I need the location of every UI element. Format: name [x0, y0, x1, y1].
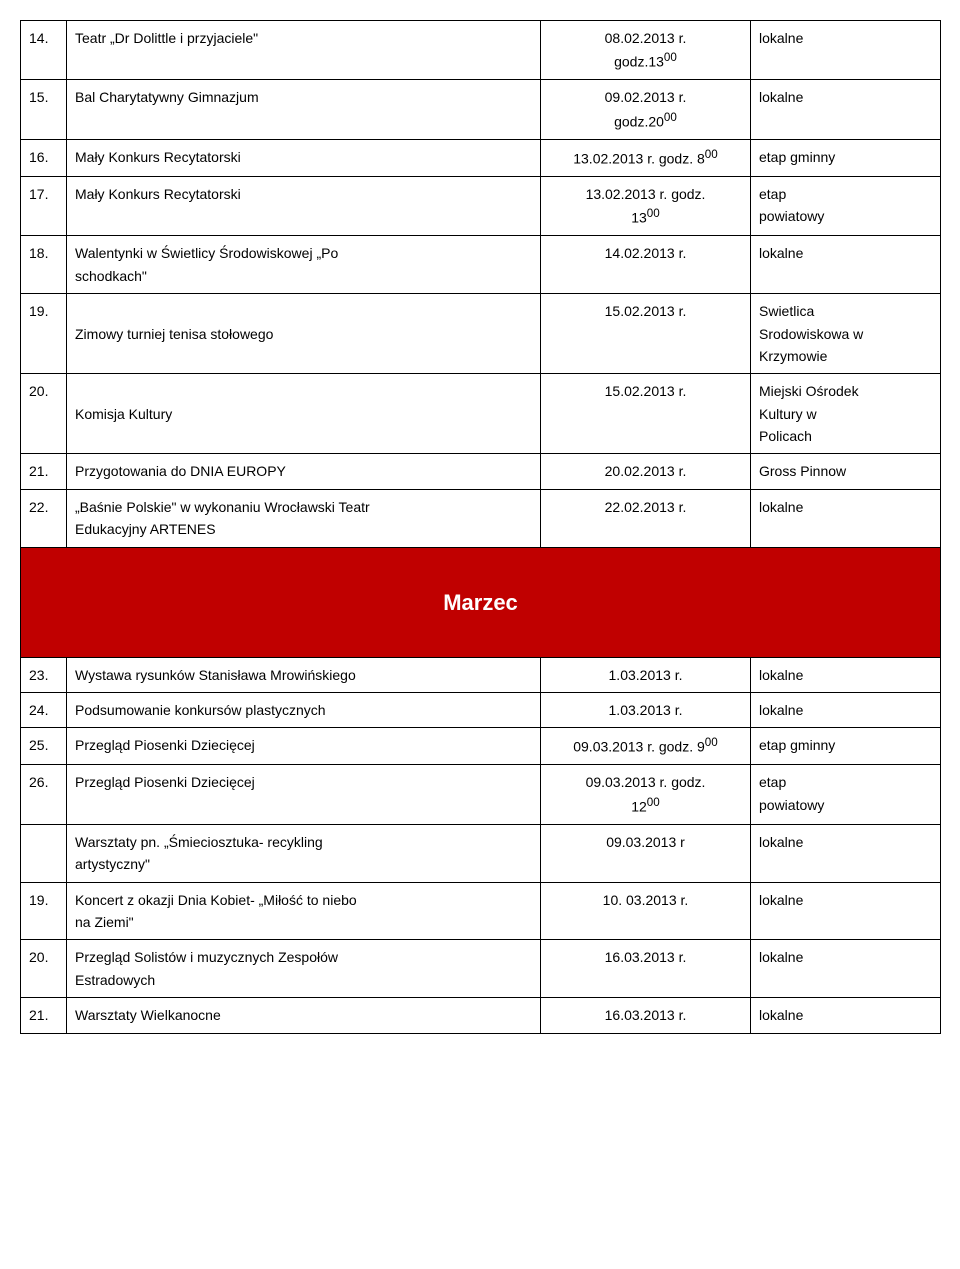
- row-desc: Wystawa rysunków Stanisława Mrowińskiego: [67, 657, 541, 692]
- row-num: 26.: [21, 765, 67, 824]
- row-note: lokalne: [751, 882, 941, 940]
- month-header: Marzec: [21, 547, 941, 657]
- table-row: 19. Zimowy turniej tenisa stołowego 15.0…: [21, 294, 941, 374]
- row-num: 24.: [21, 693, 67, 728]
- row-num: 15.: [21, 80, 67, 139]
- row-note: lokalne: [751, 489, 941, 547]
- row-num: 16.: [21, 139, 67, 176]
- row-num: 22.: [21, 489, 67, 547]
- table-row: 25. Przegląd Piosenki Dziecięcej 09.03.2…: [21, 728, 941, 765]
- row-desc: Zimowy turniej tenisa stołowego: [67, 294, 541, 374]
- row-desc: Koncert z okazji Dnia Kobiet- „Miłość to…: [67, 882, 541, 940]
- row-note: Swietlica Srodowiskowa w Krzymowie: [751, 294, 941, 374]
- table-row: 20. Komisja Kultury 15.02.2013 r. Miejsk…: [21, 374, 941, 454]
- row-note: lokalne: [751, 657, 941, 692]
- row-note: Miejski Ośrodek Kultury w Policach: [751, 374, 941, 454]
- row-note: etap gminny: [751, 139, 941, 176]
- table-row: 19. Koncert z okazji Dnia Kobiet- „Miłoś…: [21, 882, 941, 940]
- schedule-table: 14. Teatr „Dr Dolittle i przyjaciele" 08…: [20, 20, 941, 1034]
- row-desc: Przegląd Piosenki Dziecięcej: [67, 765, 541, 824]
- row-note: lokalne: [751, 693, 941, 728]
- row-num: [21, 824, 67, 882]
- row-date: 13.02.2013 r. godz. 800: [541, 139, 751, 176]
- row-note: lokalne: [751, 80, 941, 139]
- row-desc: Przygotowania do DNIA EUROPY: [67, 454, 541, 489]
- row-desc: Przegląd Piosenki Dziecięcej: [67, 728, 541, 765]
- row-note: lokalne: [751, 21, 941, 80]
- row-desc: Bal Charytatywny Gimnazjum: [67, 80, 541, 139]
- row-desc: Komisja Kultury: [67, 374, 541, 454]
- table-row: 20. Przegląd Solistów i muzycznych Zespo…: [21, 940, 941, 998]
- row-num: 20.: [21, 374, 67, 454]
- table-row: Warsztaty pn. „Śmieciosztuka- recykling …: [21, 824, 941, 882]
- table-row: 21. Warsztaty Wielkanocne 16.03.2013 r. …: [21, 998, 941, 1033]
- row-date: 08.02.2013 r. godz.1300: [541, 21, 751, 80]
- row-date: 1.03.2013 r.: [541, 693, 751, 728]
- row-date: 22.02.2013 r.: [541, 489, 751, 547]
- month-header-row: Marzec: [21, 547, 941, 657]
- row-desc: Przegląd Solistów i muzycznych Zespołów …: [67, 940, 541, 998]
- row-note: lokalne: [751, 824, 941, 882]
- row-date: 15.02.2013 r.: [541, 374, 751, 454]
- row-date: 09.03.2013 r: [541, 824, 751, 882]
- row-desc: Mały Konkurs Recytatorski: [67, 176, 541, 235]
- row-desc: Walentynki w Świetlicy Środowiskowej „Po…: [67, 236, 541, 294]
- table-row: 22. „Baśnie Polskie" w wykonaniu Wrocław…: [21, 489, 941, 547]
- table-row: 16. Mały Konkurs Recytatorski 13.02.2013…: [21, 139, 941, 176]
- row-date: 1.03.2013 r.: [541, 657, 751, 692]
- row-date: 14.02.2013 r.: [541, 236, 751, 294]
- row-num: 17.: [21, 176, 67, 235]
- table-row: 21. Przygotowania do DNIA EUROPY 20.02.2…: [21, 454, 941, 489]
- row-note: etap powiatowy: [751, 176, 941, 235]
- table-row: 17. Mały Konkurs Recytatorski 13.02.2013…: [21, 176, 941, 235]
- row-date: 15.02.2013 r.: [541, 294, 751, 374]
- row-date: 13.02.2013 r. godz. 1300: [541, 176, 751, 235]
- row-note: Gross Pinnow: [751, 454, 941, 489]
- row-num: 19.: [21, 882, 67, 940]
- row-desc: Warsztaty Wielkanocne: [67, 998, 541, 1033]
- row-num: 23.: [21, 657, 67, 692]
- row-date: 09.03.2013 r. godz. 1200: [541, 765, 751, 824]
- row-date: 10. 03.2013 r.: [541, 882, 751, 940]
- table-row: 23. Wystawa rysunków Stanisława Mrowińsk…: [21, 657, 941, 692]
- row-desc: Podsumowanie konkursów plastycznych: [67, 693, 541, 728]
- row-num: 21.: [21, 998, 67, 1033]
- row-num: 18.: [21, 236, 67, 294]
- row-date: 09.03.2013 r. godz. 900: [541, 728, 751, 765]
- table-row: 15. Bal Charytatywny Gimnazjum 09.02.201…: [21, 80, 941, 139]
- row-desc: Mały Konkurs Recytatorski: [67, 139, 541, 176]
- row-num: 19.: [21, 294, 67, 374]
- row-note: lokalne: [751, 940, 941, 998]
- table-row: 26. Przegląd Piosenki Dziecięcej 09.03.2…: [21, 765, 941, 824]
- row-num: 14.: [21, 21, 67, 80]
- row-num: 20.: [21, 940, 67, 998]
- row-date: 16.03.2013 r.: [541, 998, 751, 1033]
- row-date: 16.03.2013 r.: [541, 940, 751, 998]
- row-note: lokalne: [751, 998, 941, 1033]
- row-desc: „Baśnie Polskie" w wykonaniu Wrocławski …: [67, 489, 541, 547]
- row-note: lokalne: [751, 236, 941, 294]
- row-date: 20.02.2013 r.: [541, 454, 751, 489]
- row-desc: Warsztaty pn. „Śmieciosztuka- recykling …: [67, 824, 541, 882]
- table-row: 14. Teatr „Dr Dolittle i przyjaciele" 08…: [21, 21, 941, 80]
- row-note: etap powiatowy: [751, 765, 941, 824]
- table-row: 24. Podsumowanie konkursów plastycznych …: [21, 693, 941, 728]
- row-num: 21.: [21, 454, 67, 489]
- row-date: 09.02.2013 r. godz.2000: [541, 80, 751, 139]
- row-desc: Teatr „Dr Dolittle i przyjaciele": [67, 21, 541, 80]
- table-row: 18. Walentynki w Świetlicy Środowiskowej…: [21, 236, 941, 294]
- row-note: etap gminny: [751, 728, 941, 765]
- row-num: 25.: [21, 728, 67, 765]
